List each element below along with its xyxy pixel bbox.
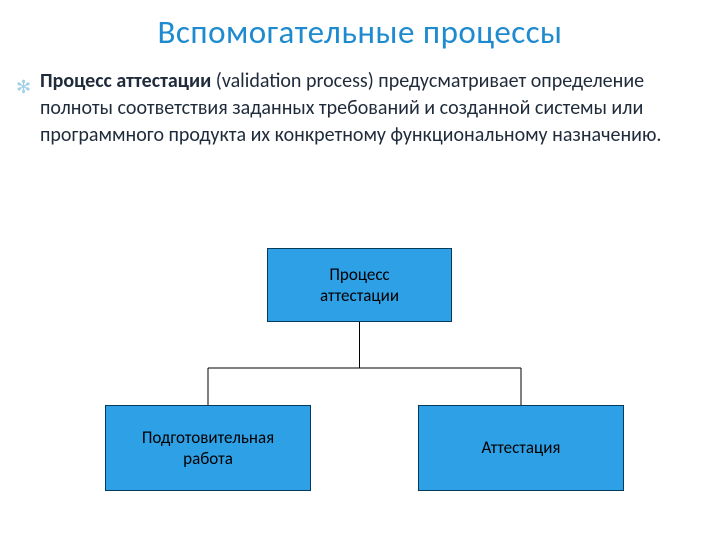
- tree-diagram: Процессаттестации Подготовительнаяработа А…: [0, 0, 720, 540]
- diagram-node-root: Процессаттестации: [267, 248, 452, 322]
- diagram-node-right: Аттестация: [418, 405, 624, 491]
- diagram-node-left: Подготовительнаяработа: [105, 405, 311, 491]
